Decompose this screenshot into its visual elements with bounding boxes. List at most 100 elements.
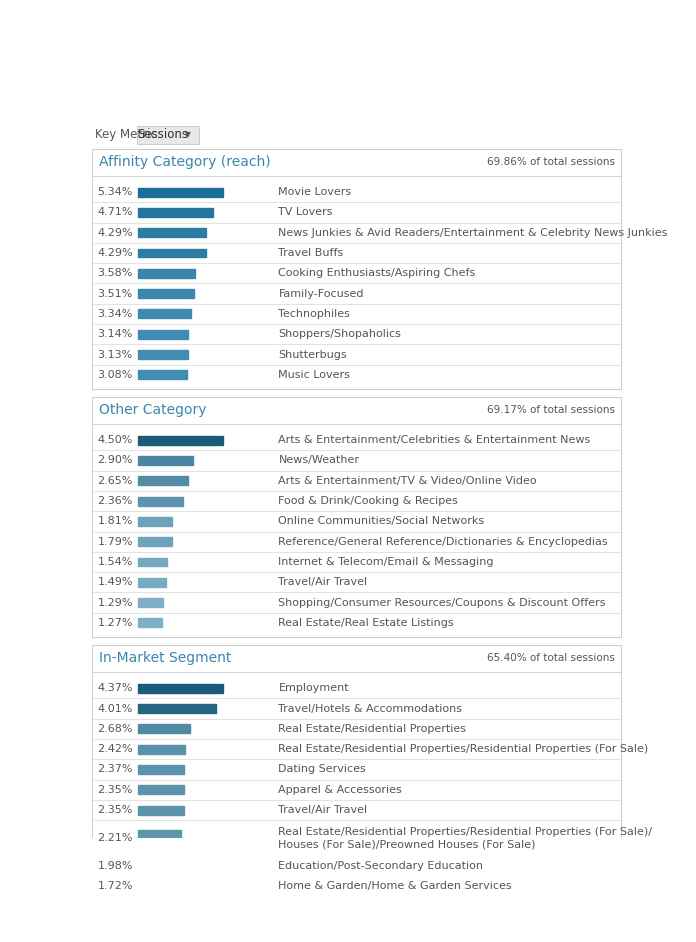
Text: 2.36%: 2.36% (97, 496, 133, 506)
Bar (139, 598, 163, 607)
Text: Shoppers/Shopaholics: Shoppers/Shopaholics (278, 330, 402, 339)
Text: 3.13%: 3.13% (97, 349, 133, 360)
Bar (139, 684, 223, 692)
Text: 1.54%: 1.54% (97, 557, 133, 567)
Text: 1.79%: 1.79% (97, 537, 133, 546)
Text: 1.72%: 1.72% (97, 882, 133, 891)
Bar (139, 268, 195, 278)
Text: 69.86% of total sessions: 69.86% of total sessions (487, 157, 615, 168)
Text: Shutterbugs: Shutterbugs (278, 349, 347, 360)
Text: 5.34%: 5.34% (97, 187, 133, 197)
Text: 2.35%: 2.35% (97, 805, 133, 815)
Text: Employment: Employment (278, 683, 349, 693)
Text: 2.35%: 2.35% (97, 785, 133, 795)
Text: Real Estate/Residential Properties/Residential Properties (For Sale): Real Estate/Residential Properties/Resid… (278, 744, 649, 755)
Text: Family-Focused: Family-Focused (278, 288, 364, 299)
Text: Technophiles: Technophiles (278, 309, 350, 319)
Text: Apparel & Accessories: Apparel & Accessories (278, 785, 402, 795)
Text: Arts & Entertainment/TV & Video/Online Video: Arts & Entertainment/TV & Video/Online V… (278, 476, 537, 486)
Text: Real Estate/Real Estate Listings: Real Estate/Real Estate Listings (278, 618, 454, 628)
Bar (139, 436, 223, 445)
Text: Other Category: Other Category (99, 403, 207, 417)
Text: 2.21%: 2.21% (97, 833, 133, 843)
Bar (139, 477, 188, 485)
Text: 4.37%: 4.37% (97, 683, 133, 693)
Text: 2.90%: 2.90% (97, 456, 133, 465)
Text: 1.29%: 1.29% (97, 597, 133, 608)
Bar (139, 330, 188, 339)
Text: 4.71%: 4.71% (97, 207, 133, 218)
Text: News Junkies & Avid Readers/Entertainment & Celebrity News Junkies: News Junkies & Avid Readers/Entertainmen… (278, 228, 668, 237)
Text: Home & Garden/Home & Garden Services: Home & Garden/Home & Garden Services (278, 882, 512, 891)
Bar (139, 704, 216, 713)
Text: Movie Lovers: Movie Lovers (278, 187, 351, 197)
Bar (93, 397, 621, 638)
Text: Travel/Air Travel: Travel/Air Travel (278, 805, 367, 815)
Bar (139, 350, 188, 359)
Bar (139, 745, 185, 754)
Text: Houses (For Sale)/Preowned Houses (For Sale): Houses (For Sale)/Preowned Houses (For S… (278, 839, 536, 849)
Bar (139, 249, 206, 257)
Bar (139, 289, 194, 298)
Text: 1.27%: 1.27% (97, 618, 133, 628)
Bar (139, 228, 206, 237)
Text: 3.34%: 3.34% (97, 309, 133, 319)
Bar (139, 310, 191, 318)
Text: 1.81%: 1.81% (97, 516, 133, 527)
Text: 3.58%: 3.58% (97, 268, 133, 278)
Text: 1.98%: 1.98% (97, 861, 133, 871)
Bar (139, 187, 223, 197)
Text: 65.40% of total sessions: 65.40% of total sessions (487, 654, 615, 663)
Bar (139, 805, 184, 815)
Bar (93, 124, 621, 146)
Text: Travel Buffs: Travel Buffs (278, 248, 344, 258)
Bar (139, 370, 187, 380)
Bar (139, 786, 184, 794)
Text: Cooking Enthusiasts/Aspiring Chefs: Cooking Enthusiasts/Aspiring Chefs (278, 268, 476, 278)
Bar (93, 644, 621, 901)
Text: Travel/Hotels & Accommodations: Travel/Hotels & Accommodations (278, 704, 462, 713)
Bar (139, 619, 162, 627)
Text: Real Estate/Residential Properties/Residential Properties (For Sale)/: Real Estate/Residential Properties/Resid… (278, 827, 652, 837)
Text: Education/Post-Secondary Education: Education/Post-Secondary Education (278, 861, 484, 871)
Text: 3.14%: 3.14% (97, 330, 133, 339)
Text: News/Weather: News/Weather (278, 456, 360, 465)
Text: 4.50%: 4.50% (97, 435, 133, 446)
Bar (139, 724, 190, 733)
Bar (93, 149, 621, 389)
Text: Internet & Telecom/Email & Messaging: Internet & Telecom/Email & Messaging (278, 557, 494, 567)
Bar (139, 517, 173, 526)
Bar (139, 496, 182, 506)
Text: ▼: ▼ (184, 130, 191, 139)
Text: Shopping/Consumer Resources/Coupons & Discount Offers: Shopping/Consumer Resources/Coupons & Di… (278, 597, 606, 608)
Text: 2.42%: 2.42% (97, 744, 133, 755)
Bar (139, 765, 184, 774)
Text: Key Metric:: Key Metric: (95, 128, 161, 141)
Text: 4.29%: 4.29% (97, 248, 133, 258)
Bar (139, 577, 166, 587)
Text: 1.49%: 1.49% (97, 577, 133, 587)
Bar (139, 862, 177, 870)
Bar (139, 830, 181, 846)
Text: TV Lovers: TV Lovers (278, 207, 333, 218)
Bar (139, 456, 193, 465)
Text: 4.29%: 4.29% (97, 228, 133, 237)
Text: 2.65%: 2.65% (97, 476, 133, 486)
Text: Sessions: Sessions (137, 128, 188, 141)
Text: Online Communities/Social Networks: Online Communities/Social Networks (278, 516, 484, 527)
Text: Real Estate/Residential Properties: Real Estate/Residential Properties (278, 723, 466, 734)
Text: Reference/General Reference/Dictionaries & Encyclopedias: Reference/General Reference/Dictionaries… (278, 537, 608, 546)
Text: Dating Services: Dating Services (278, 765, 366, 774)
Bar (139, 208, 213, 217)
Text: Affinity Category (reach): Affinity Category (reach) (99, 155, 271, 170)
Bar (139, 558, 167, 566)
Text: 3.51%: 3.51% (97, 288, 133, 299)
Bar (139, 537, 172, 546)
Text: Travel/Air Travel: Travel/Air Travel (278, 577, 367, 587)
Text: 3.08%: 3.08% (97, 370, 133, 380)
Text: 2.37%: 2.37% (97, 765, 133, 774)
Text: Food & Drink/Cooking & Recipes: Food & Drink/Cooking & Recipes (278, 496, 459, 506)
Text: 69.17% of total sessions: 69.17% of total sessions (487, 405, 615, 415)
Text: 4.01%: 4.01% (97, 704, 133, 713)
Text: Music Lovers: Music Lovers (278, 370, 350, 380)
